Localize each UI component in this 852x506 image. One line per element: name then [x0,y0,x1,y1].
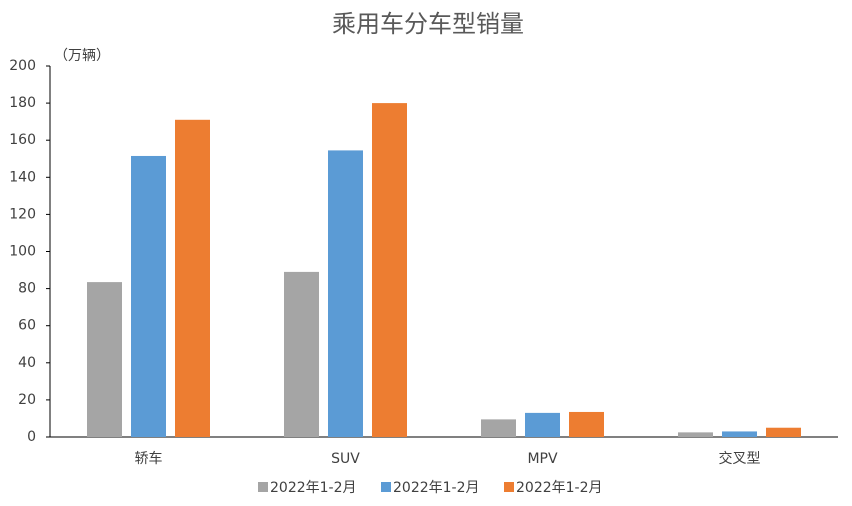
bar [284,271,319,437]
chart-title: 乘用车分车型销量 [332,10,524,38]
y-tick-label: 200 [9,58,36,74]
bar [722,431,757,437]
x-tick-label: MPV [527,451,558,467]
y-axis-label: （万辆） [54,48,110,64]
bar [766,427,801,437]
legend-swatch [258,482,268,492]
bar [481,419,516,437]
y-tick-label: 0 [27,429,36,445]
y-tick-label: 180 [9,95,36,111]
legend-label: 2022年1-2月 [516,480,603,496]
bar [328,150,363,437]
legend-label: 2022年1-2月 [270,480,357,496]
bar [569,411,604,437]
y-tick-label: 60 [18,318,36,334]
bar [131,155,166,437]
x-tick-label: SUV [331,451,360,467]
bar [678,432,713,437]
y-tick-label: 20 [18,392,36,408]
legend-swatch [504,482,514,492]
x-tick-label: 交叉型 [719,450,761,467]
x-tick-label: 轿车 [135,450,163,467]
y-tick-label: 100 [9,244,36,260]
bar [372,103,407,437]
bar [525,412,560,437]
bar [175,119,210,438]
bar [87,282,122,437]
y-tick-label: 40 [18,355,36,371]
y-tick-label: 80 [18,281,36,297]
legend-swatch [381,482,391,492]
y-tick-label: 120 [9,206,36,222]
y-tick-label: 160 [9,132,36,148]
y-tick-label: 140 [9,169,36,185]
legend-label: 2022年1-2月 [393,480,480,496]
